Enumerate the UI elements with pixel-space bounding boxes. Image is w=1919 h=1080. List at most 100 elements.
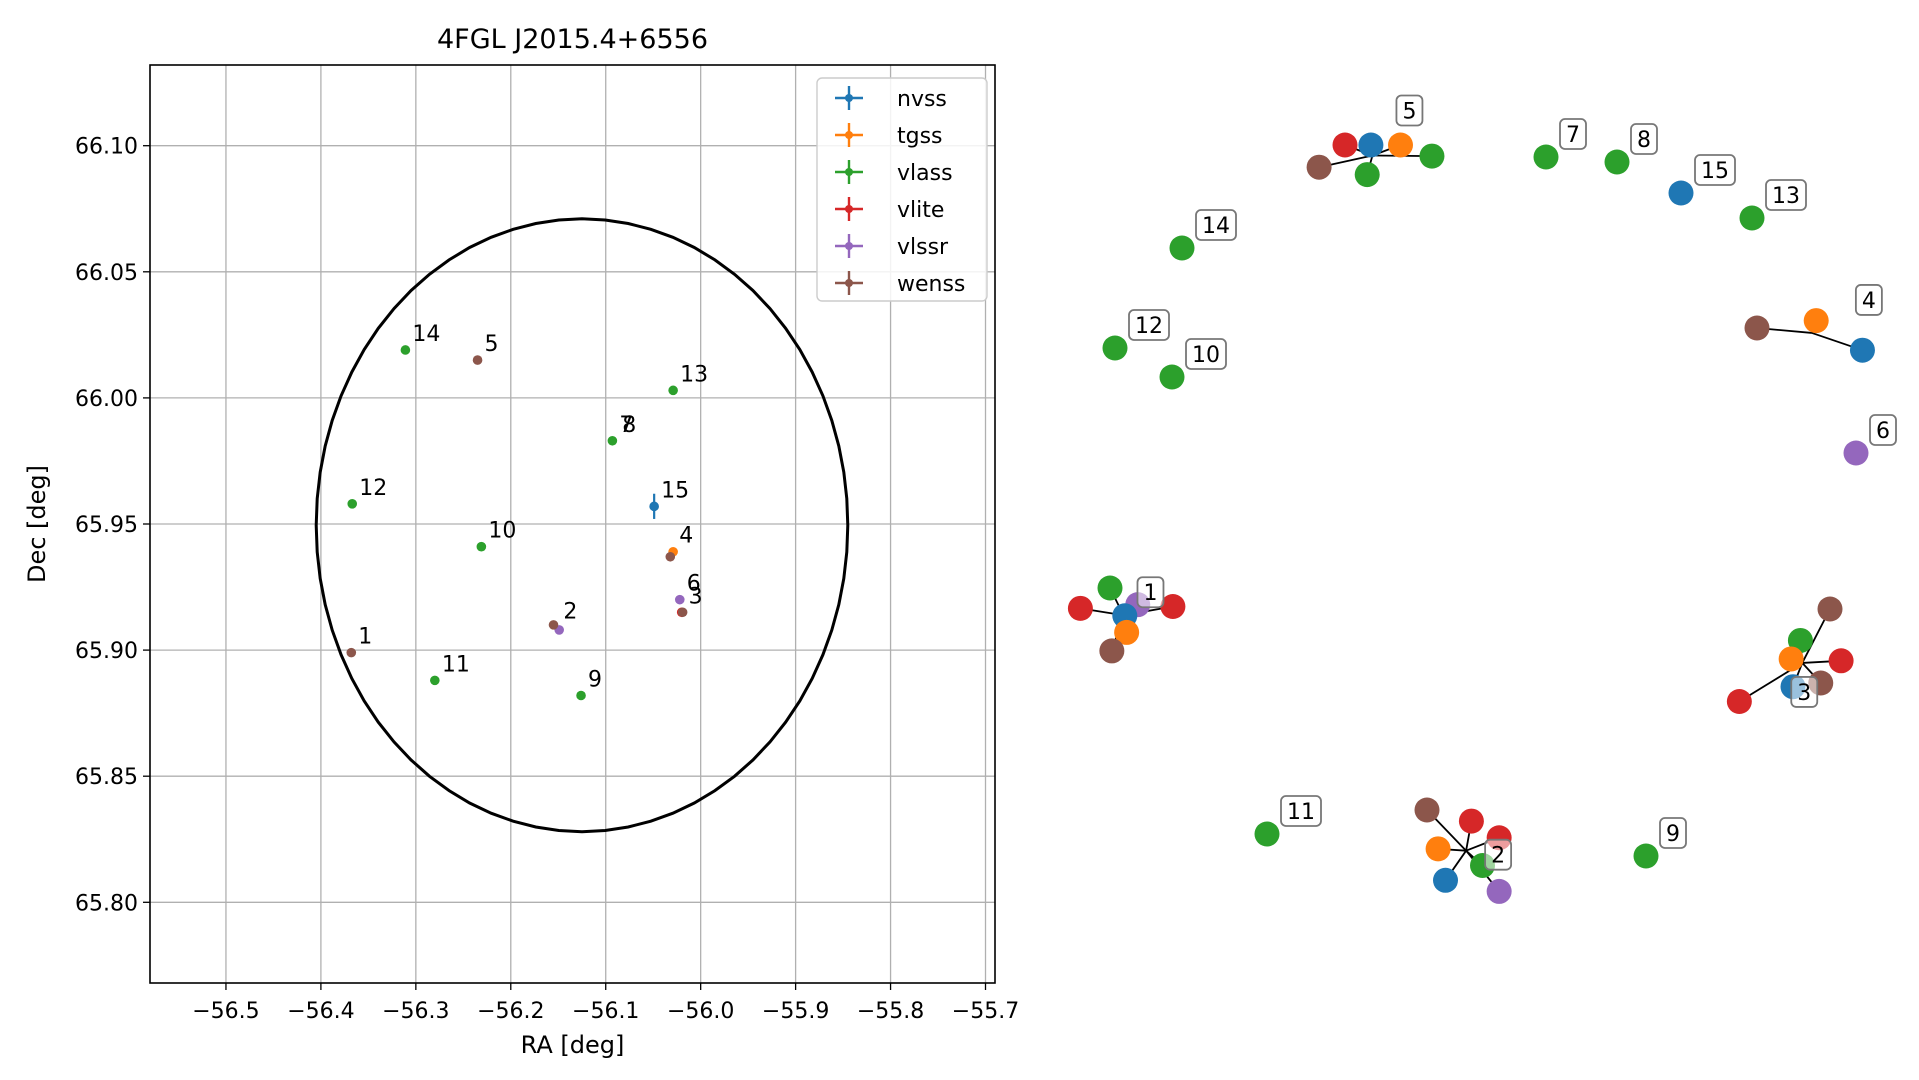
x-tick-label: −56.4 bbox=[287, 999, 354, 1024]
cluster-label: 2 bbox=[1491, 844, 1505, 869]
cluster-label: 9 bbox=[1666, 822, 1680, 847]
point-label: 7 bbox=[619, 413, 633, 438]
vlass-point bbox=[430, 675, 440, 686]
cluster-label-box bbox=[1559, 118, 1587, 150]
cluster-label-box bbox=[1765, 179, 1807, 211]
y-tick-label: 65.85 bbox=[75, 765, 138, 790]
y-tick-label: 65.95 bbox=[75, 513, 138, 538]
legend-marker-dot bbox=[845, 205, 853, 213]
y-axis-label: Dec [deg] bbox=[23, 465, 51, 583]
y-tick-label: 66.05 bbox=[75, 261, 138, 286]
cluster-label-box bbox=[1136, 576, 1165, 609]
tgss-marker bbox=[1388, 132, 1413, 158]
x-tick-label: −56.2 bbox=[477, 999, 544, 1024]
cluster-label: 14 bbox=[1202, 214, 1230, 239]
cluster-label-box bbox=[1484, 838, 1513, 871]
vlite-marker bbox=[1828, 648, 1854, 674]
x-tick-label: −56.0 bbox=[667, 999, 734, 1024]
x-tick-label: −55.9 bbox=[762, 999, 829, 1024]
wenss-point bbox=[472, 355, 483, 365]
nvss-marker bbox=[1433, 867, 1458, 893]
y-tick-label: 66.00 bbox=[75, 387, 138, 412]
wenss-point bbox=[548, 620, 559, 630]
vlite-marker bbox=[1726, 689, 1752, 714]
vlass-marker bbox=[1169, 235, 1195, 261]
legend-label: tgss bbox=[897, 124, 943, 149]
cluster-label: 11 bbox=[1287, 800, 1315, 825]
wenss-marker bbox=[1414, 797, 1440, 823]
error-ellipse bbox=[314, 217, 850, 834]
wenss-point bbox=[346, 647, 357, 658]
cluster-label: 15 bbox=[1701, 159, 1729, 184]
nvss-marker bbox=[1358, 132, 1384, 158]
cluster-label-box bbox=[1630, 123, 1658, 155]
point-label: 12 bbox=[359, 476, 387, 501]
wenss-marker bbox=[1817, 596, 1843, 622]
point-label: 11 bbox=[442, 652, 470, 677]
data-points bbox=[346, 345, 688, 701]
vlass-marker bbox=[1097, 575, 1123, 601]
point-label: 14 bbox=[412, 322, 440, 347]
vlass-marker bbox=[1354, 162, 1380, 188]
tgss-marker bbox=[1114, 619, 1140, 645]
wenss-point bbox=[665, 551, 676, 562]
vlass-marker bbox=[1533, 144, 1559, 170]
point-label: 8 bbox=[622, 413, 636, 438]
point-label: 5 bbox=[485, 332, 499, 357]
point-label: 3 bbox=[689, 584, 703, 609]
wenss-marker bbox=[1744, 315, 1770, 341]
cluster-label-box bbox=[1790, 676, 1819, 708]
vlass-marker bbox=[1739, 205, 1765, 231]
legend-marker-dot bbox=[845, 279, 853, 287]
vlite-marker bbox=[1160, 594, 1186, 619]
cluster-label: 10 bbox=[1192, 343, 1220, 368]
vlite-marker bbox=[1067, 595, 1093, 621]
cluster-label-box bbox=[1128, 309, 1170, 341]
y-tick-label: 66.10 bbox=[75, 135, 138, 160]
vlass-point bbox=[607, 435, 618, 446]
cluster-label-box bbox=[1854, 284, 1883, 316]
tgss-marker bbox=[1803, 308, 1829, 334]
cluster-label-box bbox=[1195, 209, 1237, 241]
legend-label: vlass bbox=[897, 161, 953, 186]
chart-title: 4FGL J2015.4+6556 bbox=[437, 24, 708, 55]
vlass-point bbox=[347, 499, 358, 509]
x-tick-label: −56.3 bbox=[382, 999, 449, 1024]
nvss-point bbox=[649, 501, 659, 512]
vlite-marker bbox=[1332, 132, 1358, 158]
cluster-label: 7 bbox=[1566, 123, 1580, 148]
nvss-marker bbox=[1849, 337, 1875, 363]
cluster-label: 4 bbox=[1862, 289, 1876, 314]
point-label: 1 bbox=[358, 625, 372, 650]
vlass-marker bbox=[1787, 627, 1813, 653]
x-axis-label: RA [deg] bbox=[521, 1031, 625, 1059]
cluster-label-box bbox=[1694, 154, 1736, 186]
vlass-point bbox=[476, 541, 487, 552]
cluster-label-box bbox=[1395, 94, 1424, 127]
y-tick-label: 65.80 bbox=[75, 891, 138, 916]
vlass-marker bbox=[1419, 143, 1445, 169]
wenss-point bbox=[677, 607, 688, 618]
point-label: 9 bbox=[588, 667, 602, 692]
vlass-point bbox=[576, 690, 586, 701]
cluster-label-box bbox=[1280, 795, 1322, 827]
vlass-marker bbox=[1159, 364, 1185, 390]
legend-label: wenss bbox=[897, 272, 965, 297]
point-label: 4 bbox=[679, 524, 693, 549]
legend: nvss tgss vlass vlite vlssr wenss bbox=[816, 77, 988, 302]
cluster-label: 6 bbox=[1876, 419, 1890, 444]
cluster-label: 8 bbox=[1637, 128, 1651, 153]
legend-label: nvss bbox=[897, 87, 947, 112]
tgss-marker bbox=[1778, 646, 1804, 672]
point-label: 13 bbox=[680, 362, 708, 387]
cluster-label: 5 bbox=[1402, 99, 1416, 124]
x-tick-label: −55.8 bbox=[857, 999, 924, 1024]
vlass-marker bbox=[1633, 843, 1659, 869]
x-tick-label: −56.5 bbox=[192, 999, 259, 1024]
vlite-marker bbox=[1458, 808, 1484, 834]
vlass-marker bbox=[1604, 149, 1630, 175]
